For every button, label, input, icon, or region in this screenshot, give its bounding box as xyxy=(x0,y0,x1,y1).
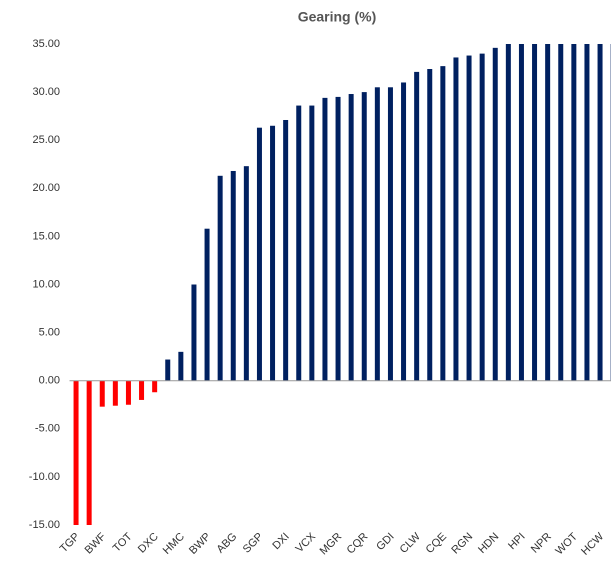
y-tick-label: 35.00 xyxy=(32,38,60,50)
bar xyxy=(387,87,393,381)
y-tick-label: 25.00 xyxy=(32,134,60,146)
y-tick-label: -15.00 xyxy=(29,519,60,531)
bar xyxy=(597,44,603,381)
y-tick-label: 15.00 xyxy=(32,230,60,242)
bar xyxy=(505,44,511,381)
x-tick-label: BWF xyxy=(83,531,109,557)
chart-title: Gearing (%) xyxy=(298,9,377,25)
x-tick-label: TGP xyxy=(58,531,82,555)
bar xyxy=(283,119,289,381)
bar xyxy=(335,96,341,381)
bar xyxy=(243,166,249,381)
y-tick-label: 20.00 xyxy=(32,182,60,194)
x-tick-label: DXI xyxy=(270,531,291,552)
bar xyxy=(571,44,577,381)
bar xyxy=(256,127,262,381)
x-tick-label: CQR xyxy=(345,531,371,557)
x-tick-label: HMC xyxy=(161,531,187,557)
x-tick-label: HPI xyxy=(506,531,527,552)
x-tick-label: MGR xyxy=(318,531,345,558)
bar xyxy=(112,380,118,406)
bar xyxy=(361,92,367,381)
bar xyxy=(492,47,498,381)
bar xyxy=(217,175,223,381)
bar xyxy=(545,44,551,381)
bar xyxy=(479,53,485,381)
x-tick-label: SGP xyxy=(241,531,266,556)
y-tick-label: 5.00 xyxy=(39,327,60,339)
y-tick-label: -10.00 xyxy=(29,471,60,483)
bar xyxy=(440,66,446,381)
bar xyxy=(165,359,171,381)
x-tick-label: NPR xyxy=(529,531,554,556)
bar xyxy=(518,44,524,381)
bar xyxy=(270,125,276,381)
x-tick-label: VCX xyxy=(294,530,319,555)
bar xyxy=(296,105,302,381)
bar xyxy=(139,380,145,400)
bar xyxy=(125,380,131,405)
x-tick-label: BWP xyxy=(187,531,213,557)
bar xyxy=(86,380,92,525)
x-tick-label: CQE xyxy=(424,531,449,556)
bar xyxy=(230,170,236,381)
bar xyxy=(322,97,328,381)
bar xyxy=(453,57,459,381)
bar xyxy=(191,284,197,381)
bar xyxy=(374,87,380,381)
x-tick-label: HDN xyxy=(476,531,501,556)
x-tick-label: DXC xyxy=(136,531,161,556)
y-tick-label: 10.00 xyxy=(32,278,60,290)
x-tick-label: GDI xyxy=(374,531,396,553)
x-tick-label: WOT xyxy=(553,531,580,558)
bar xyxy=(558,44,564,381)
x-tick-label: TOT xyxy=(111,530,135,554)
bar xyxy=(348,94,354,381)
bar xyxy=(532,44,538,381)
bar xyxy=(414,71,420,381)
bar xyxy=(99,380,105,407)
bar xyxy=(401,82,407,381)
bar xyxy=(427,69,433,381)
bar xyxy=(584,44,590,381)
bar xyxy=(73,380,79,525)
x-tick-label: CLW xyxy=(398,530,424,556)
bar xyxy=(178,351,184,381)
bar xyxy=(152,380,158,393)
y-tick-label: 30.00 xyxy=(32,86,60,98)
x-tick-label: RGN xyxy=(449,531,475,557)
x-tick-label: HCW xyxy=(579,530,606,557)
y-tick-label: 0.00 xyxy=(39,375,60,387)
y-tick-label: -5.00 xyxy=(35,423,60,435)
x-tick-label: ABG xyxy=(215,531,240,556)
bar xyxy=(309,105,315,381)
bar xyxy=(204,228,210,381)
bar xyxy=(466,55,472,381)
